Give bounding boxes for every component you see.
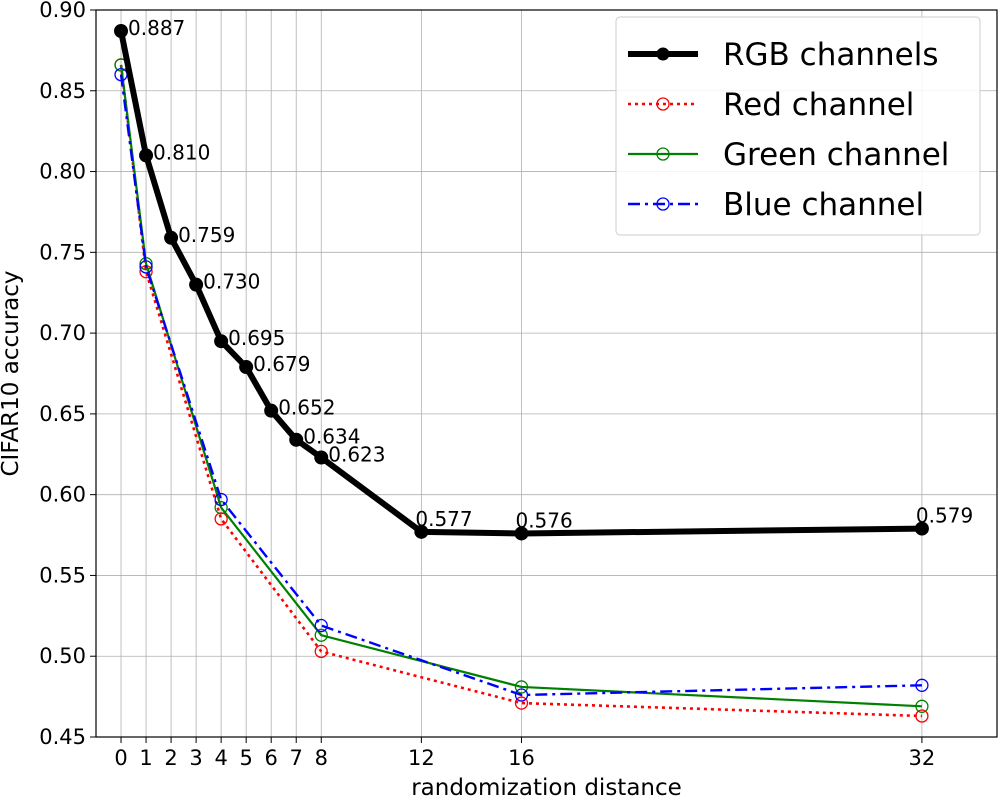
legend-label: Green channel (723, 137, 949, 173)
data-point (114, 24, 129, 39)
x-tick-label: 3 (189, 746, 202, 770)
legend-item: RGB channels (628, 37, 939, 73)
data-point (314, 450, 329, 465)
y-tick-label: 0.65 (39, 402, 86, 426)
legend-label: Red channel (723, 87, 914, 123)
data-point (214, 500, 228, 515)
data-point (314, 628, 328, 642)
legend-box (615, 16, 981, 236)
y-tick-label: 0.85 (39, 79, 86, 103)
data-point (264, 403, 279, 418)
data-point (189, 277, 204, 292)
series-line (118, 30, 922, 537)
legend-item: Blue channel (628, 187, 924, 223)
y-tick-label: 0.75 (39, 240, 86, 264)
x-tick-label: 6 (265, 746, 278, 770)
legend-marker (656, 147, 670, 161)
y-tick-label: 0.90 (39, 0, 86, 22)
data-point (164, 230, 179, 245)
legend-item: Red channel (628, 87, 914, 123)
data-label: 0.679 (253, 352, 310, 376)
x-tick-label: 2 (164, 746, 177, 770)
data-label: 0.579 (916, 504, 973, 528)
data-label: 0.576 (515, 508, 572, 532)
y-tick-label: 0.60 (39, 483, 86, 507)
series-line (119, 74, 922, 697)
x-tick-label: 16 (508, 746, 535, 770)
x-tick-label: 8 (315, 746, 328, 770)
data-label: 0.695 (228, 326, 285, 350)
x-axis-label: randomization distance (411, 775, 682, 800)
data-point (514, 696, 529, 710)
x-tick-label: 5 (239, 746, 252, 770)
data-point (514, 680, 529, 694)
legend-marker (656, 197, 670, 211)
legend-label: Blue channel (723, 187, 924, 223)
data-label: 0.634 (303, 425, 360, 449)
legend-label: RGB channels (723, 37, 939, 73)
x-tick-label: 12 (408, 746, 435, 770)
y-tick-label: 0.50 (39, 644, 86, 668)
y-axis-label: CIFAR10 accuracy (0, 270, 24, 476)
data-point (214, 334, 229, 349)
data-label: 0.759 (178, 223, 235, 247)
data-point (289, 432, 304, 447)
data-point (514, 688, 529, 702)
x-tick-label: 32 (909, 746, 936, 770)
x-axis-ticks: 0 1 2 3 4 5 6 7 8 12 16 32 (114, 737, 935, 770)
data-point (915, 678, 929, 692)
plot-frame (95, 9, 998, 738)
data-label: 0.887 (128, 16, 185, 40)
series-blue-channel (114, 67, 929, 702)
series-layer (114, 24, 929, 723)
data-label: 0.577 (415, 507, 472, 531)
data-point (314, 618, 328, 633)
data-point (214, 512, 228, 526)
y-tick-label: 0.45 (39, 725, 86, 749)
legend-marker (656, 47, 670, 61)
series-rgb-channels (114, 24, 929, 541)
x-tick-label: 4 (214, 746, 227, 770)
data-point (914, 521, 929, 536)
data-point (139, 260, 153, 274)
data-label: 0.652 (278, 396, 335, 420)
y-axis-ticks: 0.45 0.50 0.55 0.60 0.65 0.70 0.75 0.80 0.85 0.90 (39, 0, 96, 749)
y-tick-label: 0.55 (39, 563, 86, 587)
data-label: 0.623 (328, 443, 385, 467)
data-label: 0.730 (203, 270, 260, 294)
data-point (915, 709, 929, 723)
data-point (239, 360, 254, 375)
y-tick-label: 0.80 (39, 160, 86, 184)
data-label: 0.810 (153, 140, 210, 164)
data-point (139, 148, 154, 163)
data-point (514, 526, 529, 541)
data-point (915, 699, 929, 713)
legend: RGB channels Red channel Green channel Blue… (615, 16, 981, 236)
legend-item: Green channel (628, 137, 949, 173)
x-tick-label: 0 (114, 746, 127, 770)
data-point (214, 492, 228, 507)
y-tick-label: 0.70 (39, 321, 86, 345)
data-point (314, 644, 328, 659)
x-tick-label: 7 (290, 746, 303, 770)
x-tick-label: 1 (139, 746, 152, 770)
data-point (414, 524, 429, 539)
legend-marker (656, 97, 670, 111)
